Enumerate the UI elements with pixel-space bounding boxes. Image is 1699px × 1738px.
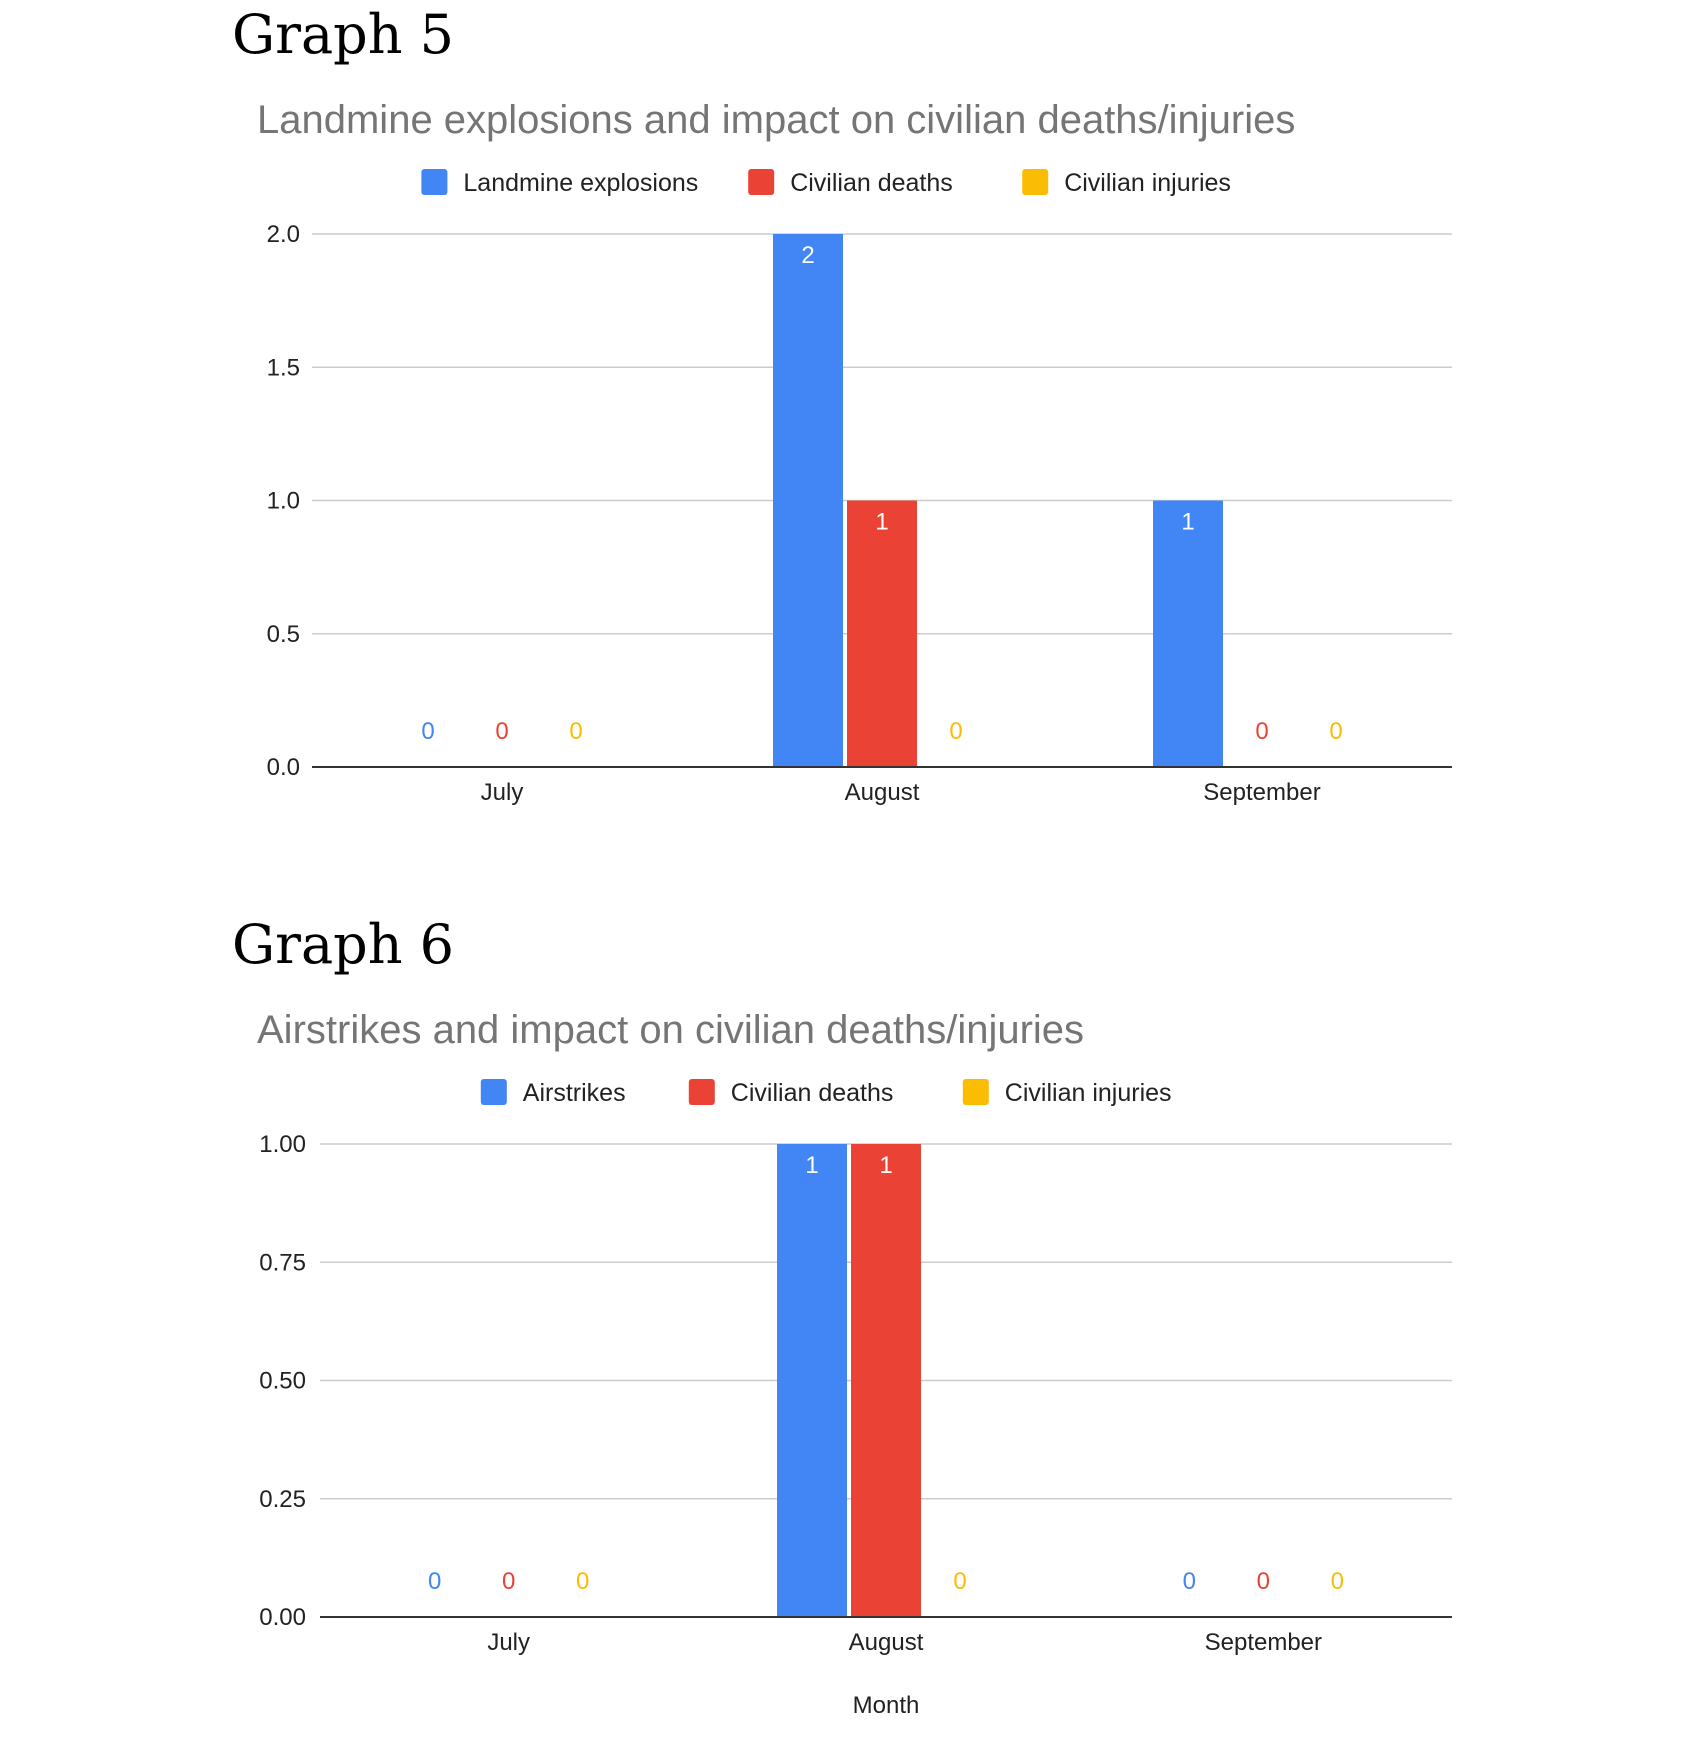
legend-label: Civilian deaths [790, 169, 953, 197]
data-label: 0 [953, 1568, 966, 1595]
legend-swatch [688, 1079, 715, 1105]
data-label: 1 [875, 509, 888, 536]
y-tick-label: 1.5 [267, 354, 300, 381]
data-label: 1 [1181, 509, 1194, 536]
data-label: 0 [569, 718, 582, 745]
data-label: 0 [1183, 1568, 1196, 1595]
graph-5-heading: Graph 5 [232, 3, 455, 66]
legend-label: Civilian deaths [731, 1079, 894, 1107]
legend-swatch [480, 1079, 507, 1105]
bar [851, 1144, 921, 1617]
y-tick-label: 0.00 [259, 1604, 306, 1631]
bar [773, 234, 843, 767]
legend-label: Landmine explosions [463, 169, 698, 197]
legend-swatch [421, 169, 448, 195]
x-axis-title: Month [853, 1692, 920, 1719]
chart-title: Airstrikes and impact on civilian deaths… [257, 1008, 1084, 1052]
data-label: 0 [1257, 1568, 1270, 1595]
bar [847, 500, 917, 767]
x-tick-label: September [1205, 1629, 1322, 1656]
bar [1153, 500, 1223, 767]
data-label: 0 [1329, 718, 1342, 745]
y-tick-label: 2.0 [267, 221, 300, 248]
graph-6-heading: Graph 6 [232, 913, 455, 976]
x-tick-label: September [1203, 779, 1320, 806]
y-tick-label: 0.25 [259, 1486, 306, 1513]
data-label: 0 [949, 718, 962, 745]
legend-label: Civilian injuries [1005, 1079, 1172, 1107]
y-tick-label: 0.0 [267, 754, 300, 781]
data-label: 0 [421, 718, 434, 745]
data-label: 0 [576, 1568, 589, 1595]
y-tick-label: 1.00 [259, 1131, 306, 1158]
data-label: 1 [805, 1152, 818, 1179]
x-tick-label: August [849, 1629, 924, 1656]
x-tick-label: July [481, 779, 524, 806]
legend-label: Civilian injuries [1064, 169, 1231, 197]
legend-label: Airstrikes [523, 1079, 626, 1107]
data-label: 0 [428, 1568, 441, 1595]
x-tick-label: August [845, 779, 920, 806]
x-tick-label: July [487, 1629, 530, 1656]
y-tick-label: 1.0 [267, 488, 300, 515]
legend-swatch [962, 1079, 989, 1105]
data-label: 0 [1331, 1568, 1344, 1595]
bar [777, 1144, 847, 1617]
data-label: 0 [495, 718, 508, 745]
data-label: 1 [879, 1152, 892, 1179]
landmine-chart: Landmine explosions and impact on civili… [257, 98, 1452, 806]
y-tick-label: 0.50 [259, 1368, 306, 1395]
chart-title: Landmine explosions and impact on civili… [257, 98, 1295, 142]
legend: Airstrikes Civilian deaths Civilian injuri… [480, 1079, 1172, 1107]
data-label: 2 [801, 242, 814, 269]
legend-swatch [1022, 169, 1049, 195]
legend: Landmine explosions Civilian deaths Civili… [421, 169, 1231, 197]
airstrikes-chart: Airstrikes and impact on civilian deaths… [257, 1008, 1452, 1719]
data-label: 0 [502, 1568, 515, 1595]
data-label: 0 [1255, 718, 1268, 745]
y-tick-label: 0.5 [267, 621, 300, 648]
legend-swatch [748, 169, 775, 195]
y-tick-label: 0.75 [259, 1249, 306, 1276]
